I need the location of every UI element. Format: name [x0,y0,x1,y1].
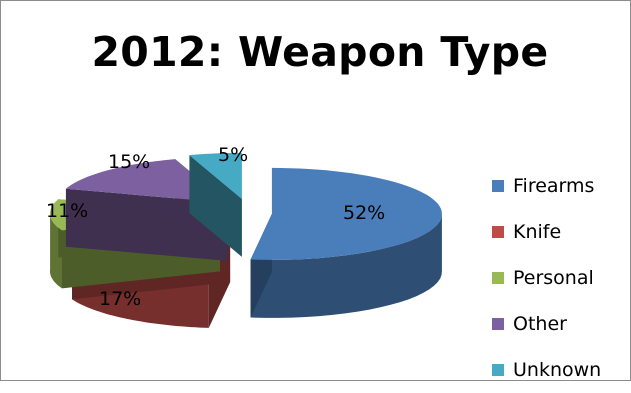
data-label-unknown: 5% [218,144,248,166]
slice-face-unknown-0 [189,155,242,257]
slice-top-unknown [189,152,242,199]
legend-item-personal: Personal [492,255,601,301]
data-label-firearms: 52% [343,202,385,224]
legend-item-firearms: Firearms [492,163,601,209]
legend-label: Unknown [513,359,602,381]
legend-item-knife: Knife [492,209,601,255]
slice-top-firearms [250,167,442,260]
chart-legend: Firearms Knife Personal Other Unknown [492,163,601,393]
legend-label: Firearms [513,175,595,197]
slice-unknown [189,152,242,257]
legend-swatch [492,318,504,330]
data-label-personal: 11% [46,200,88,222]
legend-swatch [492,364,504,376]
legend-label: Other [513,313,567,335]
legend-item-other: Other [492,301,601,347]
legend-label: Knife [513,221,562,243]
legend-swatch [492,180,504,192]
slice-side-firearms [250,213,442,318]
data-label-knife: 17% [99,288,141,310]
legend-label: Personal [513,267,594,289]
legend-item-unknown: Unknown [492,347,601,393]
pie-chart: 52% 17% 11% 15% 5% [46,144,442,328]
slice-top-other [65,159,228,203]
slice-firearms [250,167,442,318]
legend-swatch [492,272,504,284]
data-label-other: 15% [108,151,150,173]
chart-title: 2012: Weapon Type [91,28,549,76]
legend-swatch [492,226,504,238]
